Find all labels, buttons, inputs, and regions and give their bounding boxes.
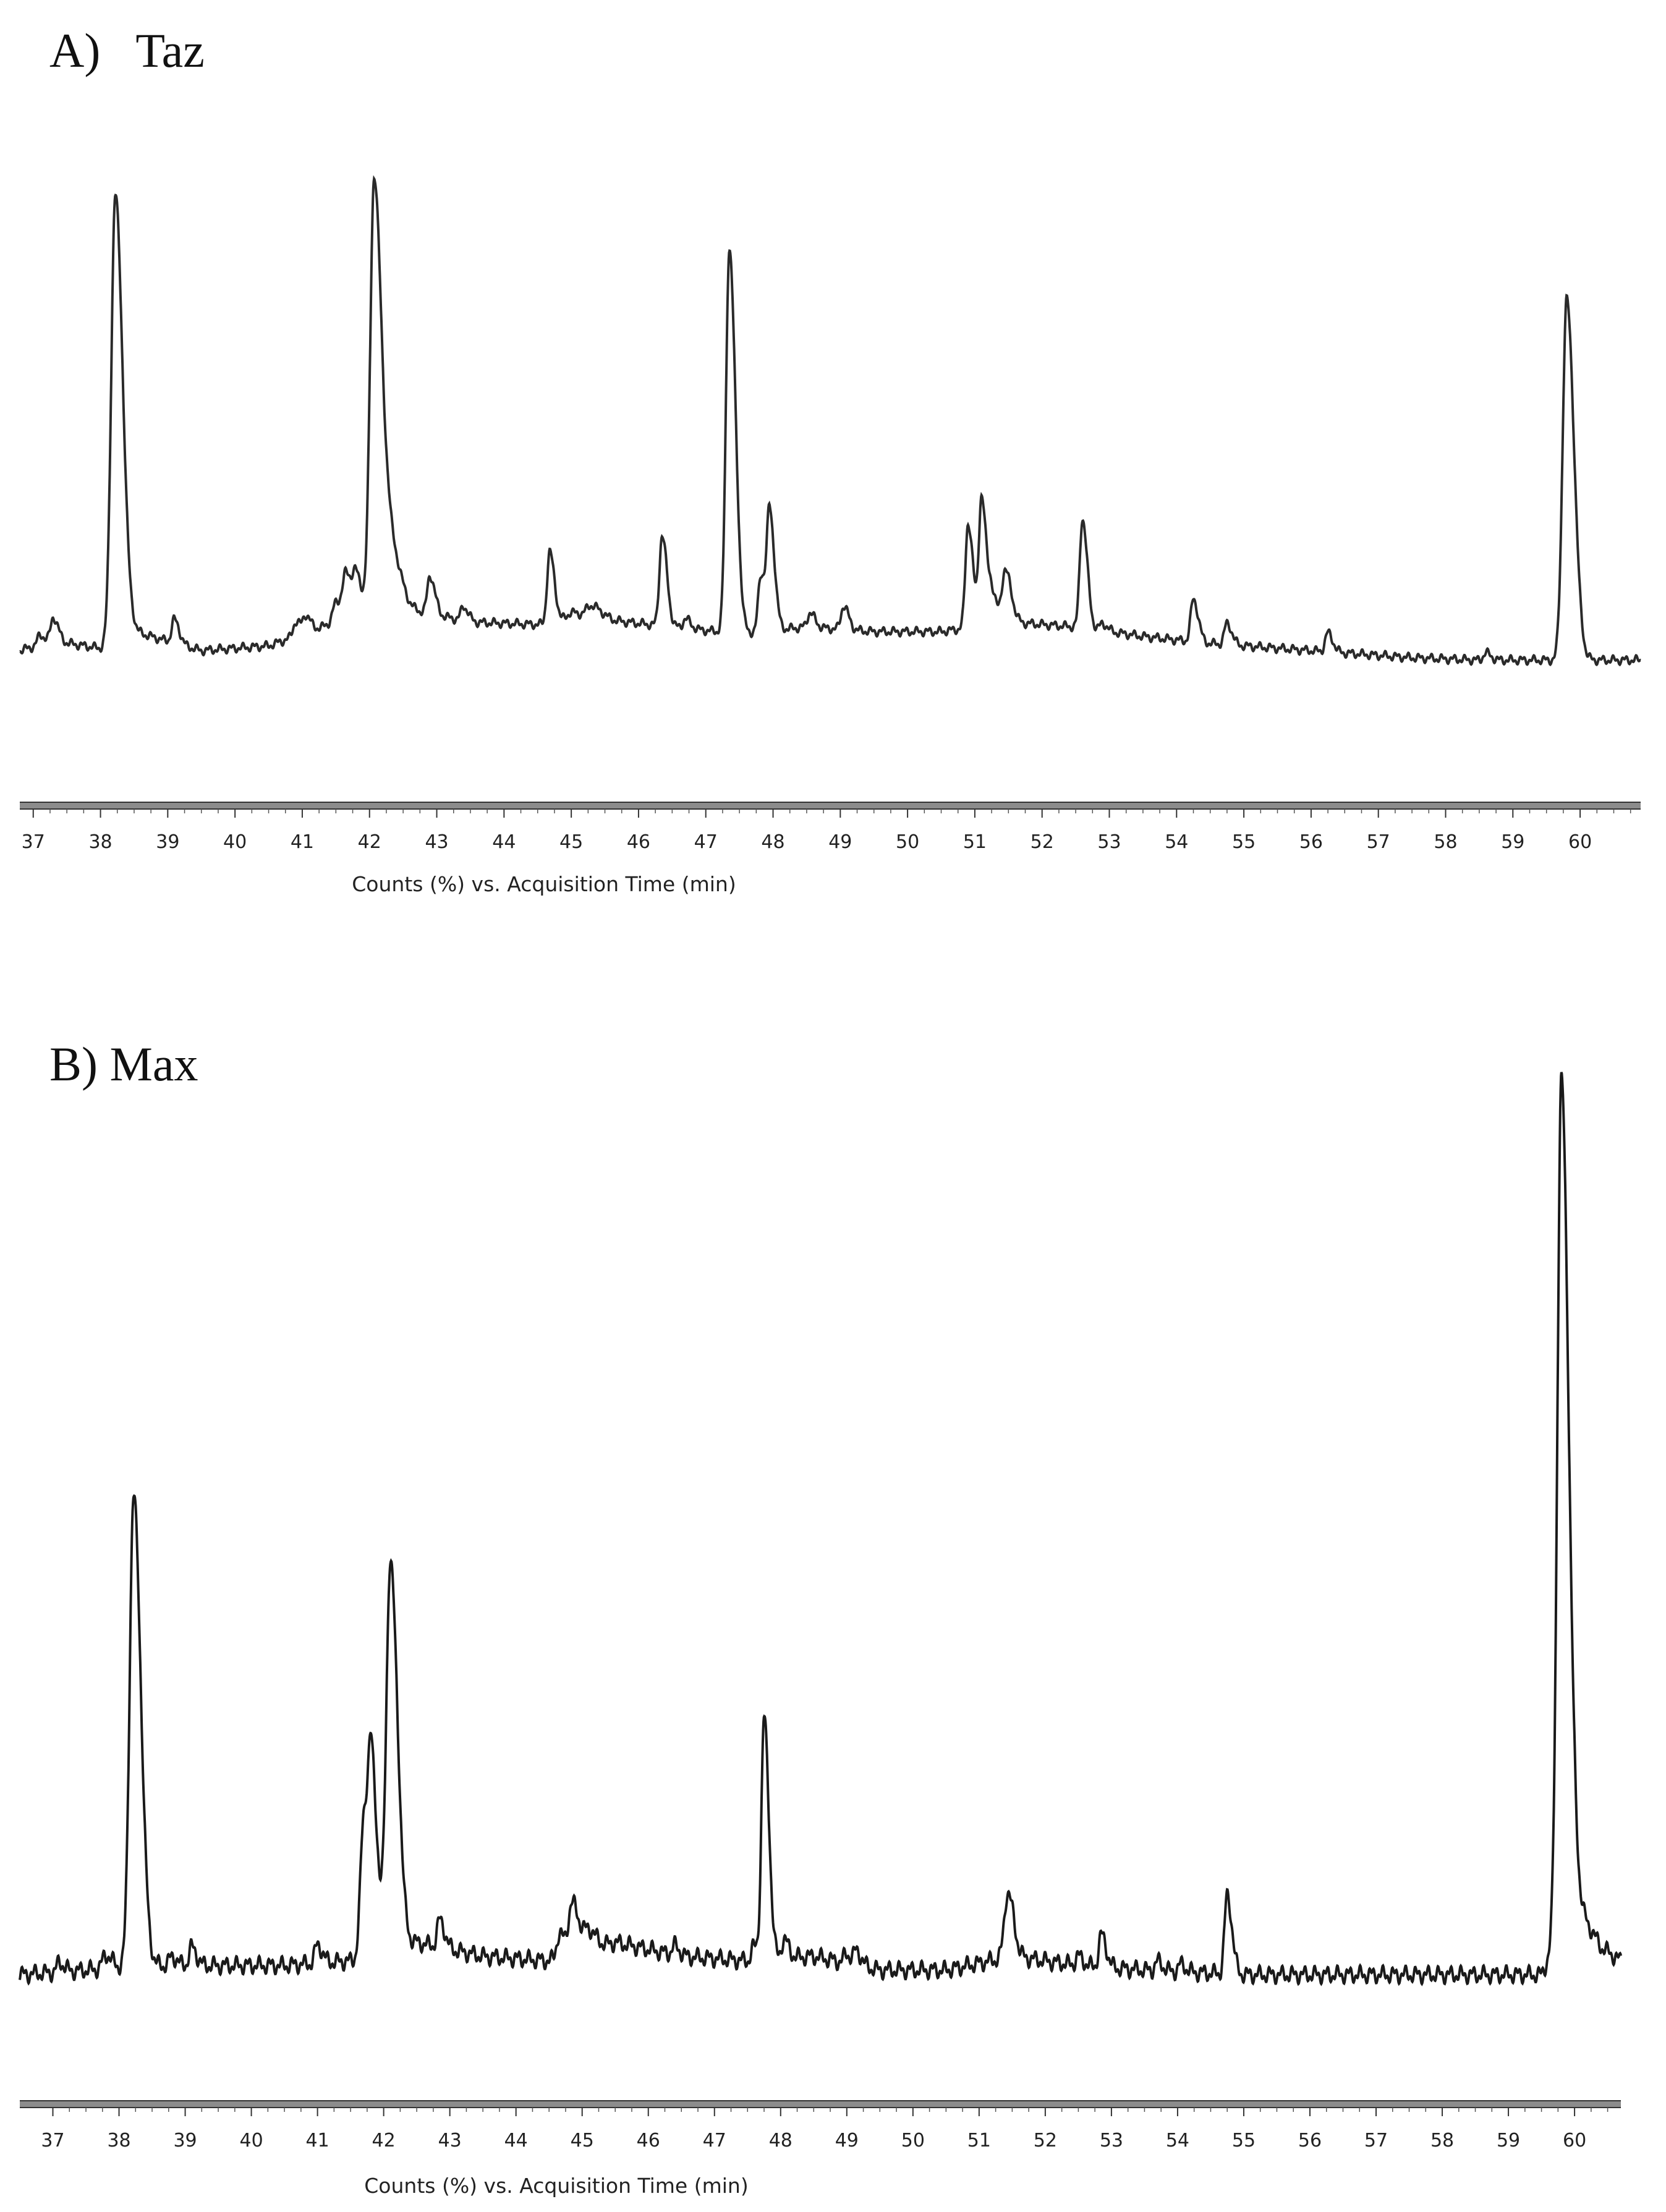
x-tick-label-a-48: 48 bbox=[761, 831, 784, 853]
chromatogram-trace-a bbox=[19, 175, 1641, 667]
x-tick-label-a-45: 45 bbox=[559, 831, 583, 853]
x-tick-label-a-43: 43 bbox=[425, 831, 448, 853]
x-tick-label-b-54: 54 bbox=[1166, 2130, 1189, 2151]
x-tick-label-b-48: 48 bbox=[769, 2130, 793, 2151]
x-tick-label-b-40: 40 bbox=[239, 2130, 263, 2151]
x-tick-label-a-55: 55 bbox=[1232, 831, 1256, 853]
x-tick-label-a-59: 59 bbox=[1501, 831, 1524, 853]
x-tick-label-a-51: 51 bbox=[963, 831, 987, 853]
panel-b-max: B) Max 37 38 39 40 41 42 43 44 45 46 47 48 49 50 51 52 5… bbox=[19, 1037, 1622, 2198]
x-tick-label-a-39: 39 bbox=[156, 831, 179, 853]
x-axis-ticks-b: 37 38 39 40 41 42 43 44 45 46 47 48 49 50 51 52 53 54 55 56… bbox=[41, 2108, 1609, 2151]
x-tick-label-a-54: 54 bbox=[1165, 831, 1188, 853]
x-tick-label-b-53: 53 bbox=[1100, 2130, 1123, 2151]
chromatogram-trace-b bbox=[19, 1072, 1622, 1986]
x-tick-label-a-46: 46 bbox=[627, 831, 650, 853]
panel-a-label: A) Taz bbox=[49, 23, 205, 77]
x-tick-label-b-39: 39 bbox=[173, 2130, 197, 2151]
x-axis-ticks-a: 37 38 39 40 41 42 43 44 45 46 47 48 49 50 51 52 53 54 55 56… bbox=[22, 809, 1631, 853]
x-tick-label-a-41: 41 bbox=[291, 831, 314, 853]
x-tick-label-a-40: 40 bbox=[223, 831, 247, 853]
x-tick-label-a-57: 57 bbox=[1367, 831, 1390, 853]
x-axis-title-a: Counts (%) vs. Acquisition Time (min) bbox=[352, 872, 736, 896]
x-tick-label-a-37: 37 bbox=[22, 831, 45, 853]
x-tick-label-a-47: 47 bbox=[694, 831, 718, 853]
x-tick-label-b-56: 56 bbox=[1298, 2130, 1322, 2151]
panel-a-taz: A) Taz 37 38 39 40 41 42 43 44 45 46 47 48 49 50 51 52 5… bbox=[19, 23, 1641, 896]
x-tick-label-a-50: 50 bbox=[896, 831, 919, 853]
x-tick-label-b-43: 43 bbox=[438, 2130, 462, 2151]
x-tick-label-a-58: 58 bbox=[1434, 831, 1457, 853]
x-tick-label-b-52: 52 bbox=[1034, 2130, 1057, 2151]
x-tick-label-b-50: 50 bbox=[901, 2130, 925, 2151]
x-tick-label-b-55: 55 bbox=[1232, 2130, 1256, 2151]
x-tick-label-b-51: 51 bbox=[967, 2130, 991, 2151]
x-tick-label-b-59: 59 bbox=[1497, 2130, 1520, 2151]
x-tick-label-b-38: 38 bbox=[107, 2130, 130, 2151]
x-tick-label-a-49: 49 bbox=[828, 831, 852, 853]
x-tick-label-b-57: 57 bbox=[1364, 2130, 1388, 2151]
x-tick-label-b-46: 46 bbox=[637, 2130, 660, 2151]
panel-b-label: B) Max bbox=[49, 1037, 198, 1091]
x-tick-label-a-53: 53 bbox=[1097, 831, 1121, 853]
x-tick-label-a-56: 56 bbox=[1299, 831, 1323, 853]
x-tick-label-a-38: 38 bbox=[88, 831, 112, 853]
x-tick-label-b-49: 49 bbox=[835, 2130, 859, 2151]
x-tick-label-b-60: 60 bbox=[1563, 2130, 1586, 2151]
x-axis-bar-b bbox=[20, 2101, 1621, 2108]
x-tick-label-b-42: 42 bbox=[372, 2130, 396, 2151]
x-tick-label-b-41: 41 bbox=[306, 2130, 329, 2151]
x-tick-label-a-42: 42 bbox=[358, 831, 381, 853]
x-tick-label-b-58: 58 bbox=[1430, 2130, 1454, 2151]
x-tick-label-b-47: 47 bbox=[703, 2130, 726, 2151]
x-axis-title-b: Counts (%) vs. Acquisition Time (min) bbox=[364, 2174, 748, 2198]
x-tick-label-a-60: 60 bbox=[1568, 831, 1592, 853]
x-tick-label-b-44: 44 bbox=[504, 2130, 528, 2151]
x-tick-label-b-37: 37 bbox=[41, 2130, 64, 2151]
x-tick-label-b-45: 45 bbox=[571, 2130, 594, 2151]
x-tick-label-a-44: 44 bbox=[492, 831, 516, 853]
x-tick-label-a-52: 52 bbox=[1031, 831, 1054, 853]
x-axis-bar-a bbox=[20, 802, 1641, 809]
